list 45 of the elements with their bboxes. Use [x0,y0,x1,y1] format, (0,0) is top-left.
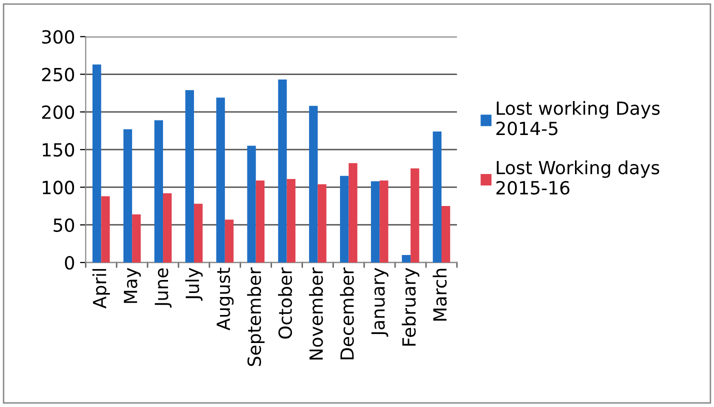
x-tick-label: March [432,268,447,321]
x-tick-label: December [340,267,354,360]
x-tick-label: October [278,267,292,339]
x-tick-label: July [185,268,203,301]
legend-label: Lost Working days 2015-16 [496,160,660,195]
bar [432,132,442,263]
x-tick-label: May [124,268,141,303]
bar [256,180,265,263]
bar [370,181,380,263]
x-tick-label: November [308,267,323,360]
bar [340,176,349,263]
bar [154,120,164,263]
y-tick-label: 0 [64,256,74,270]
bar [278,80,287,263]
bar [309,106,318,263]
bar [380,180,388,263]
bar [410,168,420,263]
bar [402,254,411,263]
x-tick-label: April [92,269,110,309]
y-tick-label: 250 [42,68,74,82]
bar [194,204,203,263]
x-tick-label: February [402,268,420,346]
y-tick-label: 300 [42,30,74,44]
bar [123,129,132,263]
y-tick-label: 50 [54,218,74,232]
bar [216,98,225,263]
bar [163,193,172,263]
bar [441,206,450,263]
y-tick-label: 150 [42,143,74,157]
bar [286,178,296,263]
bar [185,90,194,263]
bar [101,196,110,263]
x-tick-label: January [371,268,388,337]
bar [92,64,102,263]
y-tick-label: 100 [42,180,74,194]
y-tick-label: 200 [42,105,74,120]
x-tick-label: June [154,268,172,308]
bar [348,163,358,263]
bar [318,184,326,263]
legend-label: Lost working Days 2014-5 [496,101,660,136]
bar [247,146,256,263]
x-tick-label: September [247,267,265,366]
bar [132,214,141,263]
bar [224,220,234,263]
x-tick-label: August [216,268,234,330]
